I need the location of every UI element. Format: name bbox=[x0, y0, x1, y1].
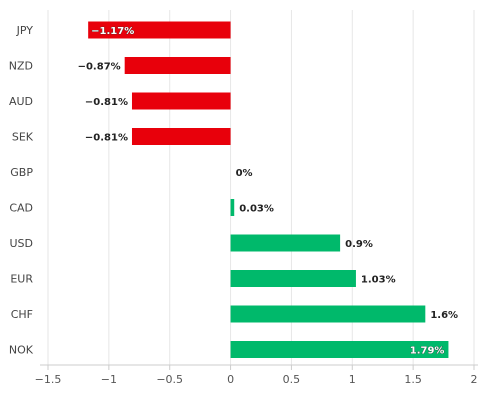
bar-eur bbox=[230, 270, 356, 287]
bar-chf bbox=[230, 305, 426, 323]
category-label-gbp: GBP bbox=[10, 166, 33, 179]
bar-aud bbox=[131, 92, 231, 110]
value-label-nok: 1.79% bbox=[410, 346, 445, 357]
bar-jpy bbox=[88, 21, 231, 39]
value-labels: −1.17% −0.87% −0.81% −0.81% 0% 0.03% 0.9% 1.03%… bbox=[78, 26, 458, 357]
category-label-nok: NOK bbox=[9, 344, 34, 357]
category-label-chf: CHF bbox=[11, 308, 33, 321]
x-tick-label: 0 bbox=[227, 373, 234, 386]
value-label-nzd: −0.87% bbox=[78, 62, 121, 73]
x-tick-label: −0.5 bbox=[156, 373, 183, 386]
x-tick-label: 1 bbox=[349, 373, 356, 386]
x-tick-label: 2 bbox=[471, 373, 478, 386]
value-label-sek: −0.81% bbox=[85, 133, 128, 144]
bar-sek bbox=[131, 128, 231, 145]
x-tick-label: 0.5 bbox=[283, 373, 301, 386]
bar-cad bbox=[230, 199, 235, 216]
x-tick-label: 1.5 bbox=[404, 373, 422, 386]
x-tick-label: −1.5 bbox=[35, 373, 62, 386]
bar-usd bbox=[230, 234, 341, 252]
category-label-usd: USD bbox=[9, 237, 33, 250]
bar-nzd bbox=[124, 57, 231, 74]
value-label-cad: 0.03% bbox=[239, 204, 274, 215]
category-label-nzd: NZD bbox=[9, 60, 33, 73]
value-label-chf: 1.6% bbox=[430, 310, 458, 321]
bar-nok bbox=[230, 341, 449, 358]
category-label-aud: AUD bbox=[9, 95, 33, 108]
value-label-usd: 0.9% bbox=[345, 239, 373, 250]
category-label-jpy: JPY bbox=[16, 24, 34, 37]
category-labels: JPY NZD AUD SEK GBP CAD USD EUR CHF NOK bbox=[9, 24, 34, 357]
value-label-eur: 1.03% bbox=[361, 275, 396, 286]
value-label-gbp: 0% bbox=[236, 168, 253, 179]
value-label-aud: −0.81% bbox=[85, 97, 128, 108]
x-axis-ticks: −1.5 −1 −0.5 0 0.5 1 1.5 2 bbox=[35, 364, 478, 386]
category-label-eur: EUR bbox=[10, 273, 33, 286]
x-tick-label: −1 bbox=[101, 373, 117, 386]
category-label-cad: CAD bbox=[9, 202, 33, 215]
bars bbox=[88, 21, 449, 358]
category-label-sek: SEK bbox=[12, 131, 34, 144]
value-label-jpy: −1.17% bbox=[91, 26, 134, 37]
